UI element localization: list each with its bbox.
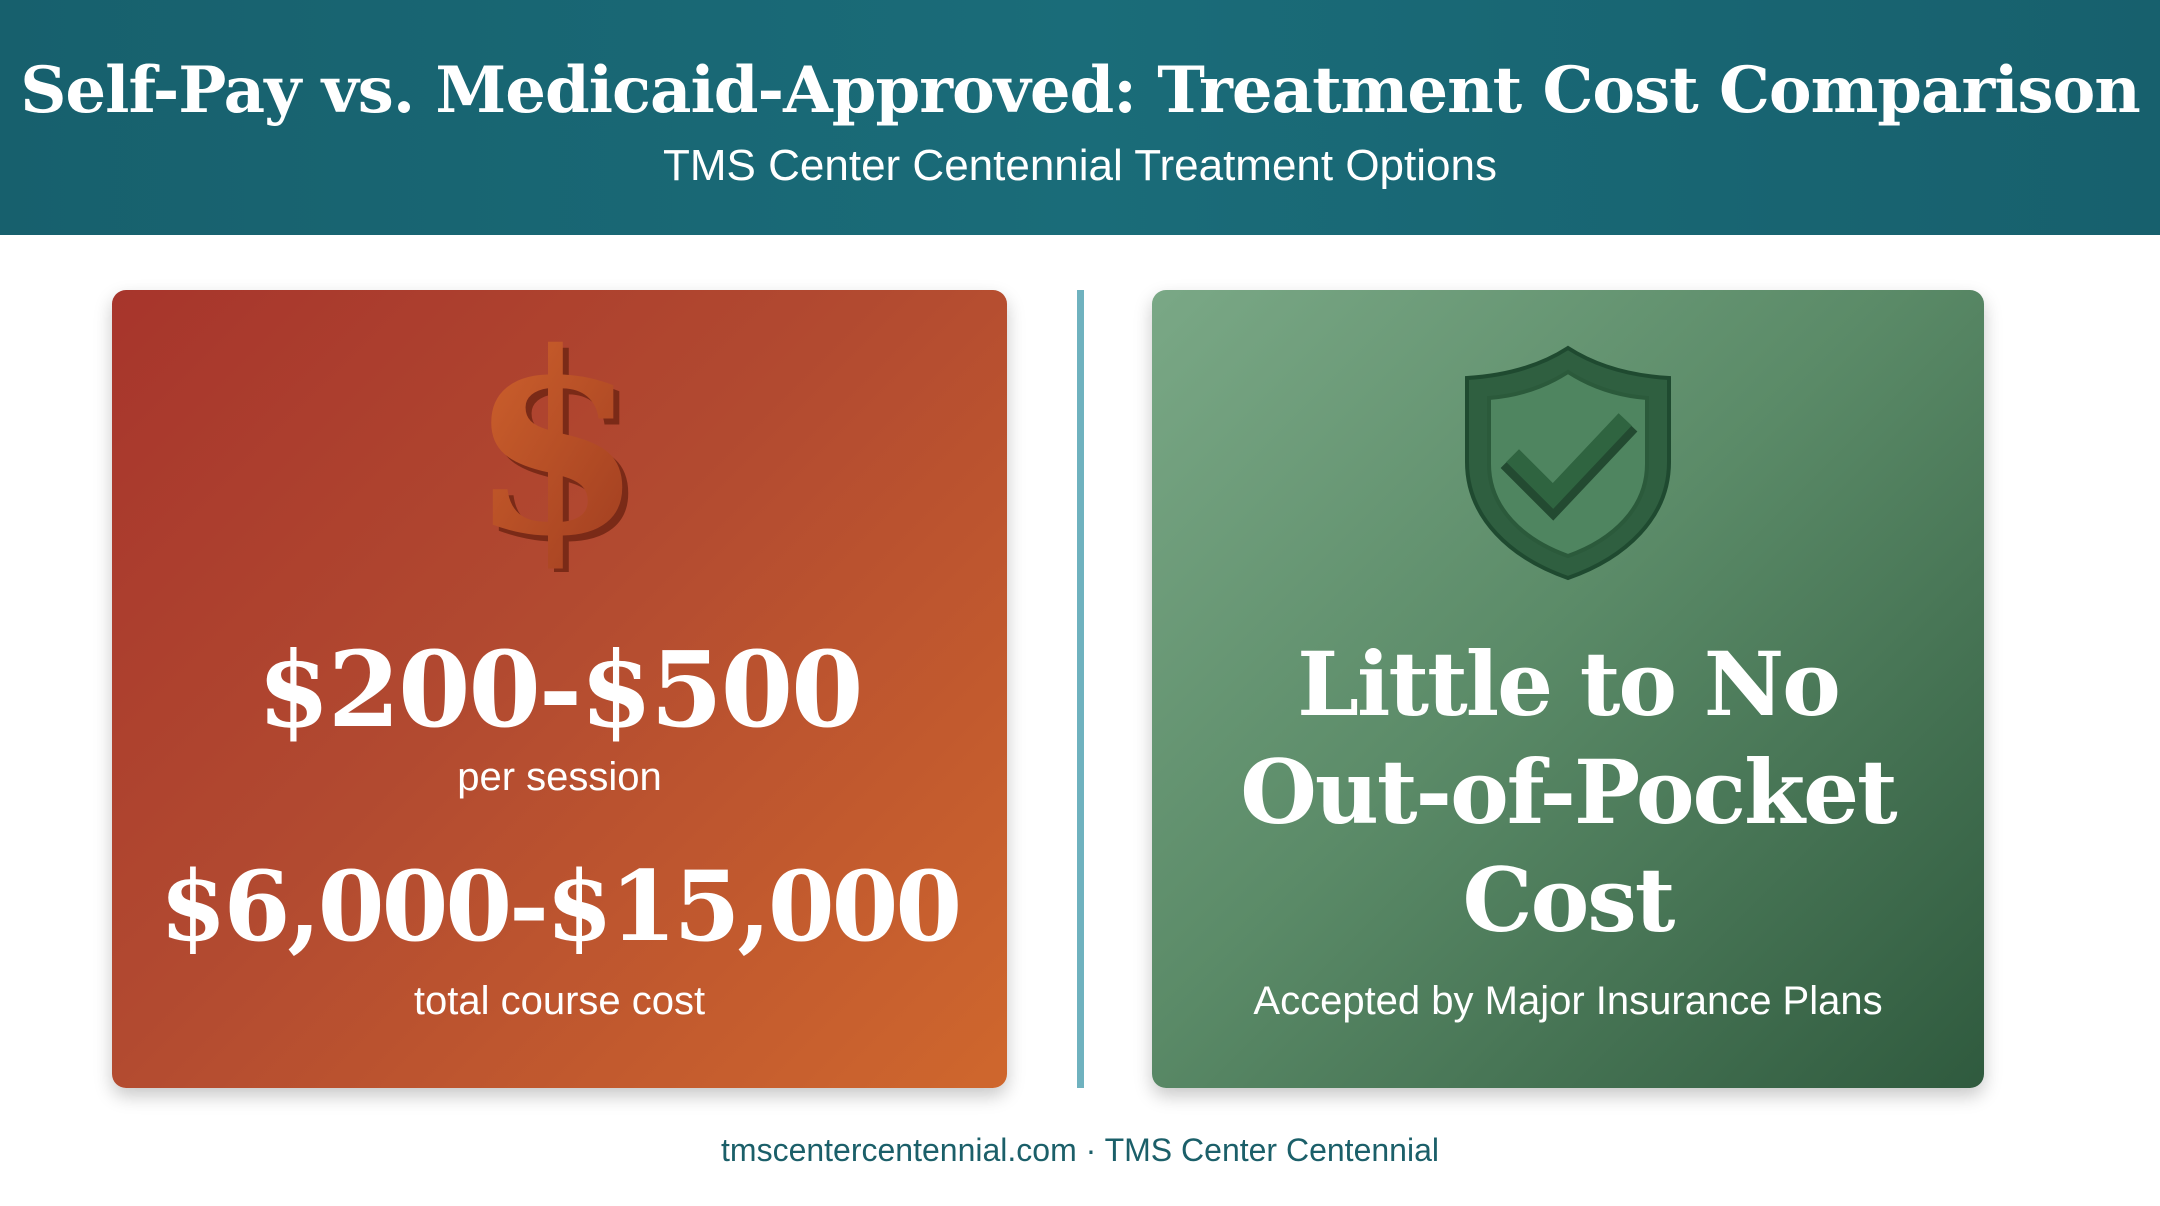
shield-check-icon xyxy=(1465,345,1671,581)
per-session-label: per session xyxy=(457,755,662,799)
header-banner: Self-Pay vs. Medicaid-Approved: Treatmen… xyxy=(0,0,2160,235)
coverage-headline: Little to No Out-of-Pocket Cost xyxy=(1152,630,1984,954)
headline-line-2: Out-of-Pocket xyxy=(1240,740,1897,844)
page-title: Self-Pay vs. Medicaid-Approved: Treatmen… xyxy=(20,53,2141,128)
self-pay-card: $ $ $200-$500 per session $6,000-$15,000… xyxy=(112,290,1007,1088)
total-course-label: total course cost xyxy=(413,979,706,1023)
price-per-session: $200-$500 xyxy=(257,628,863,751)
headline-line-3: Cost xyxy=(1462,848,1676,952)
column-divider xyxy=(1077,290,1084,1088)
svg-text:$: $ xyxy=(484,332,636,572)
dollar-sign-icon: $ $ xyxy=(484,332,636,572)
medicaid-card: Little to No Out-of-Pocket Cost Accepted… xyxy=(1152,290,1984,1088)
insurance-note: Accepted by Major Insurance Plans xyxy=(1253,979,1883,1023)
page-subtitle: TMS Center Centennial Treatment Options xyxy=(663,141,1497,190)
footer-credit: tmscentercentennial.com · TMS Center Cen… xyxy=(721,1132,1439,1168)
price-total-course: $6,000-$15,000 xyxy=(159,850,962,963)
svg-text:$: $ xyxy=(484,332,636,572)
headline-line-1: Little to No xyxy=(1297,632,1841,736)
